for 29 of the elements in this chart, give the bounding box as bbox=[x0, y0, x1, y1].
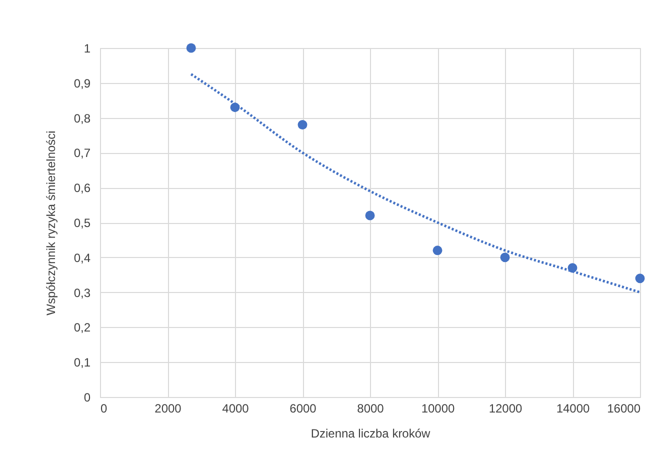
x-tick-label: 8000 bbox=[357, 402, 384, 416]
x-tick-label: 12000 bbox=[488, 402, 523, 416]
y-tick-label: 0 bbox=[84, 390, 91, 404]
point bbox=[186, 43, 196, 53]
y-tick-label: 0,3 bbox=[74, 286, 91, 300]
x-tick-label: 2000 bbox=[154, 402, 182, 416]
point bbox=[298, 120, 308, 130]
y-tick-label: 0,8 bbox=[74, 111, 91, 126]
point bbox=[365, 210, 375, 220]
x-tick-label: 14000 bbox=[556, 402, 590, 416]
y-tick-label: 0,6 bbox=[74, 181, 91, 196]
y-tick-label: 0,2 bbox=[74, 320, 91, 335]
point bbox=[500, 252, 510, 262]
x-tick-label: 0 bbox=[100, 402, 108, 416]
y-axis-title: Współczynnik ryzyka śmiertelności bbox=[44, 130, 58, 316]
x-tick-label: 10000 bbox=[421, 402, 456, 416]
x-tick-label: 16000 bbox=[607, 402, 641, 416]
y-tick-label: 0,9 bbox=[74, 76, 91, 90]
point bbox=[432, 246, 442, 256]
y-tick-label: 0,7 bbox=[74, 146, 91, 160]
y-tick-label: 0,5 bbox=[74, 216, 91, 230]
y-tick-label: 0,4 bbox=[74, 250, 91, 265]
x-tick-label: 6000 bbox=[290, 402, 317, 416]
x-tick-label: 4000 bbox=[222, 402, 250, 416]
point bbox=[635, 274, 645, 284]
line-series bbox=[190, 72, 642, 294]
y-tick-label: 0,1 bbox=[74, 356, 91, 370]
x-axis-title: Dzienna liczba kroków bbox=[310, 426, 431, 440]
y-tick-label: 1 bbox=[84, 42, 91, 56]
